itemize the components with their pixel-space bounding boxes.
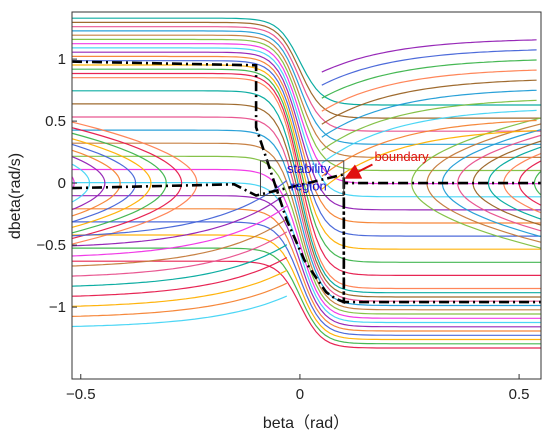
streamline — [72, 103, 541, 298]
streamline — [72, 64, 541, 250]
streamline — [72, 155, 106, 211]
streamline — [487, 146, 541, 220]
streamline — [72, 30, 541, 145]
annotations-layer: stability region boundary — [259, 149, 429, 196]
streamline — [411, 117, 541, 249]
streamline — [72, 143, 137, 223]
x-tick-label: 0 — [296, 386, 304, 403]
streamline — [72, 282, 288, 317]
streamline — [321, 119, 537, 177]
streamline — [72, 47, 541, 198]
streamline — [72, 77, 541, 290]
streamline — [72, 163, 91, 203]
streamline — [72, 51, 541, 211]
x-tick-label: −0.5 — [66, 386, 96, 403]
streamline — [72, 231, 288, 277]
annotation-region: region — [291, 179, 327, 194]
boundary-lines-layer — [72, 60, 541, 305]
streamline — [72, 129, 541, 307]
streamline — [72, 168, 541, 319]
streamline — [321, 59, 537, 99]
y-tick-label: 1 — [58, 51, 66, 68]
streamline — [72, 221, 541, 336]
stability-region-box — [259, 160, 345, 196]
plot-frame — [71, 11, 542, 380]
streamline — [321, 39, 537, 73]
streamline — [321, 109, 537, 164]
y-tick-label: 0 — [58, 175, 66, 192]
streamline — [72, 138, 152, 229]
y-tick-label: −1 — [49, 299, 66, 316]
boundary-arrow — [344, 163, 373, 179]
y-tick-label: −0.5 — [36, 237, 66, 254]
x-tick-label: 0.5 — [509, 386, 530, 403]
streamline — [72, 208, 541, 332]
streamline — [72, 256, 288, 297]
streamline — [72, 142, 541, 311]
streamline — [72, 244, 288, 287]
y-tick-label: 0.5 — [45, 113, 66, 130]
streamline — [321, 99, 537, 151]
streamline — [321, 79, 537, 125]
streamline — [72, 127, 183, 240]
streamline — [72, 205, 288, 257]
streamline — [321, 89, 537, 138]
streamline — [72, 175, 75, 191]
annotation-boundary: boundary — [374, 149, 429, 164]
streamline — [533, 170, 541, 196]
boundary-line-2 — [72, 172, 541, 304]
streamline — [72, 132, 167, 234]
streamline — [72, 295, 288, 328]
streamline — [72, 269, 288, 307]
streamline — [321, 69, 537, 112]
streamline — [72, 149, 121, 217]
streamline — [72, 195, 541, 328]
streamline — [72, 247, 541, 345]
annotation-stability: stability — [287, 161, 331, 176]
streamline — [72, 68, 541, 263]
streamline — [72, 192, 288, 247]
y-axis-label: dbeta(rad/s) — [7, 153, 24, 239]
streamline — [72, 26, 541, 132]
streamline — [321, 49, 537, 86]
streamline — [72, 90, 541, 294]
streamline — [72, 34, 541, 158]
streamline — [72, 72, 541, 276]
streamline — [72, 21, 541, 119]
ticks-layer: −0.5 0 0.5 −1 −0.5 0 0.5 1 — [36, 51, 529, 403]
streamline — [72, 155, 541, 315]
streamline — [72, 55, 541, 224]
streamline — [457, 134, 541, 232]
streamline — [72, 180, 288, 237]
streamline — [72, 234, 541, 341]
streamline — [72, 218, 288, 267]
streamline — [72, 182, 541, 324]
x-axis-label: beta（rad） — [263, 414, 349, 432]
streamline — [72, 60, 541, 237]
